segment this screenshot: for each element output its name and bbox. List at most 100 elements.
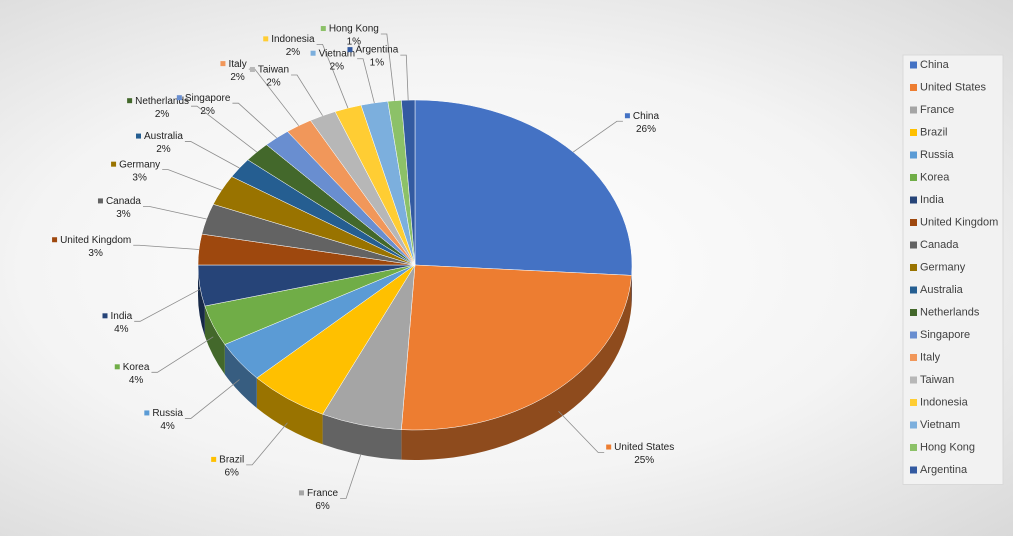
data-label: Germany 3% [111, 159, 160, 183]
data-label-value: 2% [156, 144, 171, 155]
legend-key [910, 106, 917, 114]
legend-key [910, 264, 917, 271]
data-label-name: Brazil [219, 455, 244, 466]
data-label-value: 25% [634, 455, 654, 466]
data-label-key [211, 456, 217, 462]
legend-label: Singapore [920, 329, 970, 341]
data-label: Vietnam 2% [310, 48, 356, 72]
leader-line [191, 105, 258, 153]
legend-label: Russia [920, 149, 955, 161]
leader-line [316, 43, 349, 109]
slice-side [224, 344, 257, 408]
legend-label: Brazil [920, 126, 948, 138]
data-label: Brazil 6% [211, 455, 244, 479]
legend-key [910, 466, 917, 474]
legend-key [910, 219, 917, 226]
legend-label: Canada [920, 239, 959, 251]
leader-line [246, 422, 288, 466]
legend-key [910, 444, 917, 451]
legend-label: Germany [920, 261, 966, 273]
leader-line [400, 54, 409, 101]
data-label-name: Netherlands [135, 96, 189, 107]
data-label-key [52, 237, 58, 243]
data-label-value: 1% [370, 58, 385, 69]
leader-line [134, 289, 200, 322]
data-label: China 26% [624, 111, 660, 135]
data-label-value: 3% [88, 248, 103, 259]
legend-label: Hong Kong [920, 441, 975, 453]
data-label-value: 2% [200, 106, 215, 117]
data-label: Argentina 1% [347, 45, 399, 69]
legend-label: United Kingdom [920, 216, 998, 228]
data-label: Indonesia 2% [263, 34, 315, 58]
legend-key [910, 376, 917, 384]
leader-line [558, 410, 605, 453]
legend-key [910, 241, 917, 249]
data-label-name: China [633, 111, 660, 122]
data-label-name: Taiwan [258, 65, 289, 76]
legend-label: Argentina [920, 464, 968, 476]
slice-side [256, 377, 323, 445]
data-label-value: 6% [315, 501, 330, 512]
leader-line [184, 141, 240, 169]
data-label: Hong Kong 1% [320, 24, 379, 48]
data-label-name: Vietnam [319, 48, 356, 59]
leader-line [184, 379, 240, 419]
data-label-key [144, 410, 150, 416]
data-label-value: 6% [224, 468, 239, 479]
legend-label: India [920, 194, 945, 206]
data-label-name: Italy [228, 59, 246, 70]
legend: China United States France Brazil Russia Kore… [902, 54, 1004, 485]
leader-line [232, 102, 277, 139]
data-label-name: United States [614, 442, 674, 453]
data-label-value: 2% [266, 78, 281, 89]
legend-label: Indonesia [920, 396, 969, 408]
slice-side [322, 414, 402, 460]
legend-key [910, 399, 917, 406]
data-label-name: Canada [106, 196, 141, 207]
data-label-value: 2% [230, 72, 245, 83]
data-label-value: 3% [116, 209, 131, 220]
data-label-key [97, 198, 103, 204]
data-label-value: 3% [132, 172, 147, 183]
data-label-name: Singapore [185, 93, 231, 104]
data-label-value: 26% [636, 124, 656, 135]
legend-label: China [920, 59, 950, 71]
data-label: Australia 2% [135, 131, 183, 155]
data-label-value: 4% [160, 421, 175, 432]
data-label-name: Indonesia [271, 34, 315, 45]
data-label: France 6% [298, 488, 339, 512]
legend-key [910, 84, 917, 91]
data-label-name: Russia [152, 408, 183, 419]
data-label: Netherlands 2% [127, 96, 189, 120]
leader-line [572, 120, 623, 153]
legend-key [910, 196, 917, 204]
legend-label: Netherlands [920, 306, 980, 318]
slice [401, 99, 416, 266]
legend-key [910, 286, 917, 294]
data-label-key [249, 66, 255, 72]
data-label-key [127, 98, 133, 104]
legend-label: Korea [920, 171, 950, 183]
data-label: Singapore 2% [176, 93, 231, 117]
data-label-name: Australia [144, 131, 183, 142]
leader-line [340, 453, 362, 499]
leader-line [380, 33, 395, 101]
legend-key [910, 151, 917, 159]
slice [414, 99, 633, 276]
legend-label: United States [920, 81, 987, 93]
data-label-name: Hong Kong [329, 24, 379, 35]
data-label-value: 2% [330, 61, 345, 72]
slice-side [198, 265, 205, 337]
legend-key [910, 331, 917, 339]
legend-box [902, 54, 1004, 485]
data-label-value: 2% [286, 47, 301, 58]
legend-key [910, 421, 917, 429]
data-label-name: Korea [123, 362, 150, 373]
leader-line [357, 58, 375, 104]
data-label-value: 1% [347, 37, 362, 48]
leader-line [291, 74, 323, 116]
legend-key [910, 309, 917, 316]
